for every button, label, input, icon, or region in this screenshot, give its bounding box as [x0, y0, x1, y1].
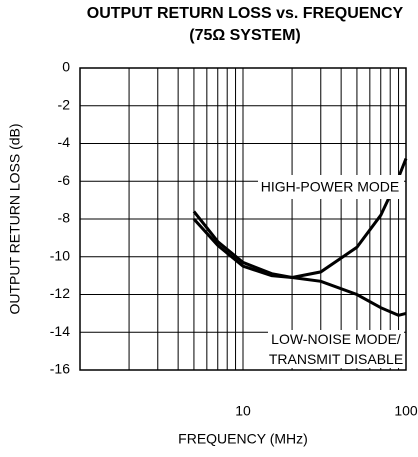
chart-title: OUTPUT RETURN LOSS vs. FREQUENCY	[87, 5, 404, 22]
label-bg	[268, 330, 404, 368]
y-tick-label: 0	[62, 59, 70, 75]
y-tick-label: -6	[58, 172, 71, 188]
label-bg	[258, 175, 404, 199]
y-tick-label: -16	[50, 361, 70, 377]
y-tick-label: -10	[50, 247, 70, 263]
series-label: LOW-NOISE MODE/TRANSMIT DISABLE	[269, 331, 403, 367]
series-line	[192, 217, 407, 317]
y-tick-label: -12	[50, 285, 70, 301]
y-axis-label: OUTPUT RETURN LOSS (dB)	[7, 123, 23, 314]
series-label: HIGH-POWER MODE	[261, 179, 399, 195]
y-tick-label: -14	[50, 323, 70, 339]
y-tick-label: -4	[58, 134, 71, 150]
plot-frame	[79, 67, 407, 371]
chart-subtitle: (75Ω SYSTEM)	[189, 27, 301, 44]
y-tick-label: -2	[58, 96, 71, 112]
x-tick-label: 10	[235, 403, 251, 419]
x-axis-label: FREQUENCY (MHz)	[178, 431, 308, 447]
x-tick-label: 100	[394, 403, 418, 419]
y-tick-label: -8	[58, 210, 71, 226]
